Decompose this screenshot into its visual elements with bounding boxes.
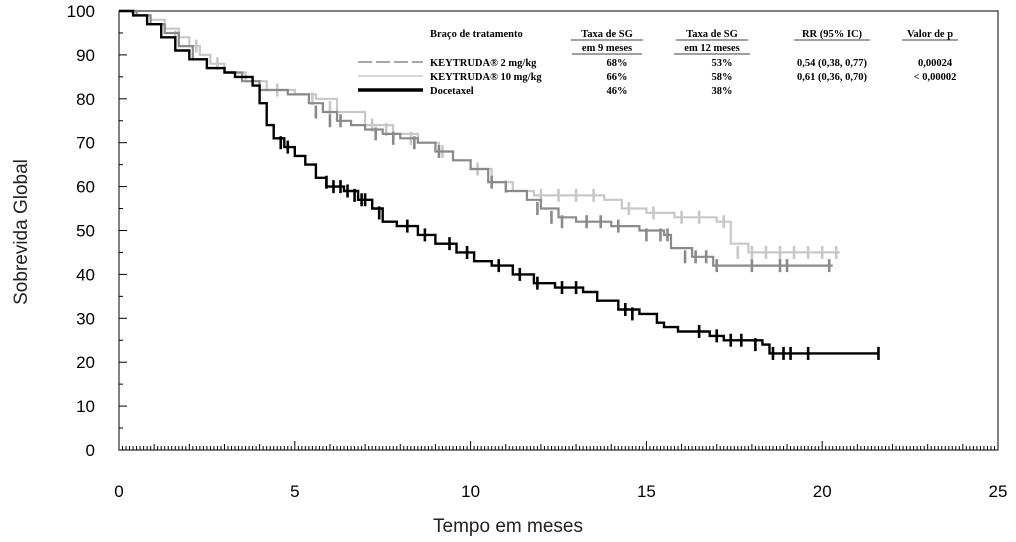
legend-header-rate12: Taxa de SG (686, 29, 738, 40)
x-tick-label: 10 (461, 482, 480, 501)
legend-header-rate12-sub: em 12 meses (684, 43, 739, 54)
legend-row-arm: Docetaxel (430, 86, 474, 97)
x-axis: 0 5 10 15 20 25 (114, 441, 1007, 501)
y-tick-label: 50 (76, 222, 95, 241)
legend-row-arm: KEYTRUDA® 2 mg/kg (430, 58, 537, 69)
legend-row-rate9: 66% (607, 72, 628, 83)
y-tick-label: 100 (67, 2, 95, 21)
legend-row-arm: KEYTRUDA® 10 mg/kg (430, 72, 542, 83)
y-tick-label: 80 (76, 90, 95, 109)
y-tick-label: 70 (76, 134, 95, 153)
y-axis-title: Sobrevida Global (11, 159, 32, 305)
legend-header-rate9: Taxa de SG (581, 29, 633, 40)
legend-row-rate9: 46% (607, 86, 628, 97)
legend-row-rate12: 38% (712, 86, 733, 97)
series-layer (119, 9, 880, 360)
legend-header-p: Valor de p (907, 29, 953, 40)
survival-line (119, 9, 840, 254)
legend-row-rate12: 53% (712, 58, 733, 69)
x-tick-label: 5 (290, 482, 299, 501)
series-3 (119, 9, 880, 360)
x-tick-label: 0 (114, 482, 123, 501)
y-tick-label: 0 (86, 441, 95, 460)
legend-row-p: < 0,00002 (914, 72, 957, 83)
y-tick-label: 10 (76, 397, 95, 416)
survival-line (119, 9, 879, 355)
legend-header-rate9-sub: em 9 meses (582, 43, 632, 54)
legend-row-rate12: 58% (712, 72, 733, 83)
y-tick-label: 40 (76, 265, 95, 284)
y-axis: 0 10 20 30 40 50 60 70 80 90 100 (67, 2, 127, 460)
legend-header-arm: Braço de tratamento (430, 29, 523, 40)
legend-row-hr: 0,61 (0,36, 0,70) (797, 72, 867, 83)
y-tick-label: 20 (76, 353, 95, 372)
y-tick-label: 30 (76, 309, 95, 328)
legend: Braço de tratamento Taxa de SG em 9 meses T… (358, 29, 958, 97)
legend-row-p: 0,00024 (918, 58, 953, 69)
y-tick-label: 90 (76, 46, 95, 65)
x-tick-label: 20 (813, 482, 832, 501)
x-tick-label: 15 (637, 482, 656, 501)
legend-row-hr: 0,54 (0,38, 0,77) (797, 58, 867, 69)
y-tick-label: 60 (76, 178, 95, 197)
x-axis-title: Tempo em meses (433, 516, 583, 537)
x-tick-label: 25 (989, 482, 1008, 501)
legend-header-hr: RR (95% IC) (802, 29, 863, 40)
legend-row-rate9: 68% (607, 58, 628, 69)
